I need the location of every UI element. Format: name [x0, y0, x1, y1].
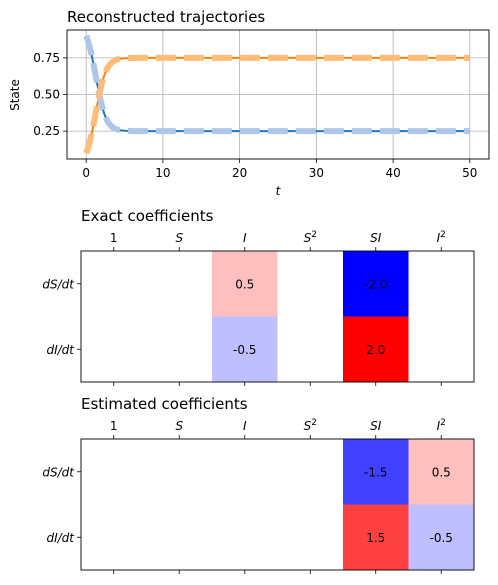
trajectory-y-label: State [8, 79, 22, 111]
estimated-cell [408, 504, 475, 571]
series-i-estimated-line [83, 54, 470, 155]
exact-row-label: dS/dt [42, 277, 75, 291]
exact-column-label: I [243, 231, 247, 245]
exact-column-label: 1 [110, 231, 118, 245]
trajectory-ticks: 0 10 20 30 40 50 0.25 0.50 0.75 [33, 51, 477, 180]
exact-cell [408, 251, 475, 317]
estimated-column-label: S [175, 419, 183, 433]
x-tick-label: 0 [82, 166, 90, 180]
exact-cell [408, 316, 475, 383]
estimated-column-label: 1 [110, 419, 118, 433]
estimated-coefficients-heatmap: Estimated coefficients -1.5 0.5 1.5 -0.5 1 S… [42, 395, 475, 574]
exact-cell-value: 2.0 [366, 343, 385, 357]
exact-column-label: SI [370, 231, 382, 245]
estimated-cell [277, 439, 344, 505]
x-tick-label: 20 [232, 166, 247, 180]
estimated-row-label: dI/dt [46, 531, 75, 545]
estimated-cell [277, 504, 344, 571]
exact-cell-value: -0.5 [233, 343, 256, 357]
estimated-cell-value: 1.5 [366, 531, 385, 545]
exact-coefficients-frame [80, 250, 475, 383]
exact-cell [81, 251, 147, 317]
trajectory-series [83, 34, 470, 155]
estimated-column-label-exponent: 2 [440, 418, 446, 428]
exact-cell [212, 316, 278, 383]
exact-coefficients-heatmap: Exact coefficients 0.5 -2.0-0.5 2.0 1 S I S2 S… [42, 207, 475, 386]
estimated-cell-value: 0.5 [432, 465, 451, 479]
x-tick-label: 30 [309, 166, 324, 180]
exact-row-label: dI/dt [46, 343, 75, 357]
y-tick-label: 0.50 [33, 88, 60, 102]
estimated-row-label: dS/dt [42, 465, 75, 479]
trajectory-chart-title: Reconstructed trajectories [67, 8, 265, 26]
series-s-estimated-line [83, 34, 470, 135]
estimated-cell [408, 439, 475, 505]
exact-column-label: S2 [304, 230, 317, 245]
exact-coefficients-cells: 0.5 -2.0 -0.5 2.0 [81, 251, 475, 383]
estimated-coefficients-cells: -1.5 0.5 1.5 -0.5 [81, 439, 475, 571]
estimated-cell [343, 504, 409, 571]
estimated-cell-value: -0.5 [430, 531, 453, 545]
exact-coefficients-title: Exact coefficients [81, 207, 214, 225]
exact-cell [146, 316, 213, 383]
exact-cell [343, 316, 409, 383]
estimated-cell-value: -1.5 [364, 465, 387, 479]
x-tick-label: 40 [385, 166, 400, 180]
exact-column-label-exponent: 2 [440, 230, 446, 240]
estimated-cell [146, 439, 213, 505]
y-tick-label: 0.75 [33, 51, 60, 65]
estimated-cell [212, 439, 278, 505]
trajectory-grid [67, 30, 489, 159]
exact-cell [212, 251, 278, 317]
estimated-column-label: S2 [304, 418, 317, 433]
exact-cell-value: -2.0 [364, 277, 387, 291]
exact-cell [343, 251, 409, 317]
estimated-coefficients-title: Estimated coefficients [81, 395, 248, 413]
exact-cell [277, 251, 344, 317]
exact-cell [81, 316, 147, 383]
estimated-coefficients-frame [80, 438, 475, 571]
estimated-cell [146, 504, 213, 571]
estimated-column-label-exponent: 2 [311, 418, 317, 428]
estimated-column-label: I2 [437, 418, 446, 433]
estimated-cell [212, 504, 278, 571]
exact-column-label-exponent: 2 [311, 230, 317, 240]
x-tick-label: 10 [155, 166, 170, 180]
series-s-true-line [85, 35, 470, 133]
estimated-column-label: I [243, 419, 247, 433]
exact-cell [277, 316, 344, 383]
trajectory-x-label: t [276, 184, 282, 198]
series-i-true-line [85, 56, 470, 154]
estimated-column-label: SI [370, 419, 382, 433]
estimated-cell [81, 504, 147, 571]
x-tick-label: 50 [462, 166, 477, 180]
exact-cell-value: 0.5 [235, 277, 254, 291]
estimated-cell [81, 439, 147, 505]
y-tick-label: 0.25 [33, 124, 60, 138]
trajectory-chart: Reconstructed trajectories 0 10 20 30 40 50 0.… [8, 8, 490, 198]
exact-column-label: S [175, 231, 183, 245]
estimated-cell [343, 439, 409, 505]
exact-cell [146, 251, 213, 317]
exact-column-label: I2 [437, 230, 446, 245]
